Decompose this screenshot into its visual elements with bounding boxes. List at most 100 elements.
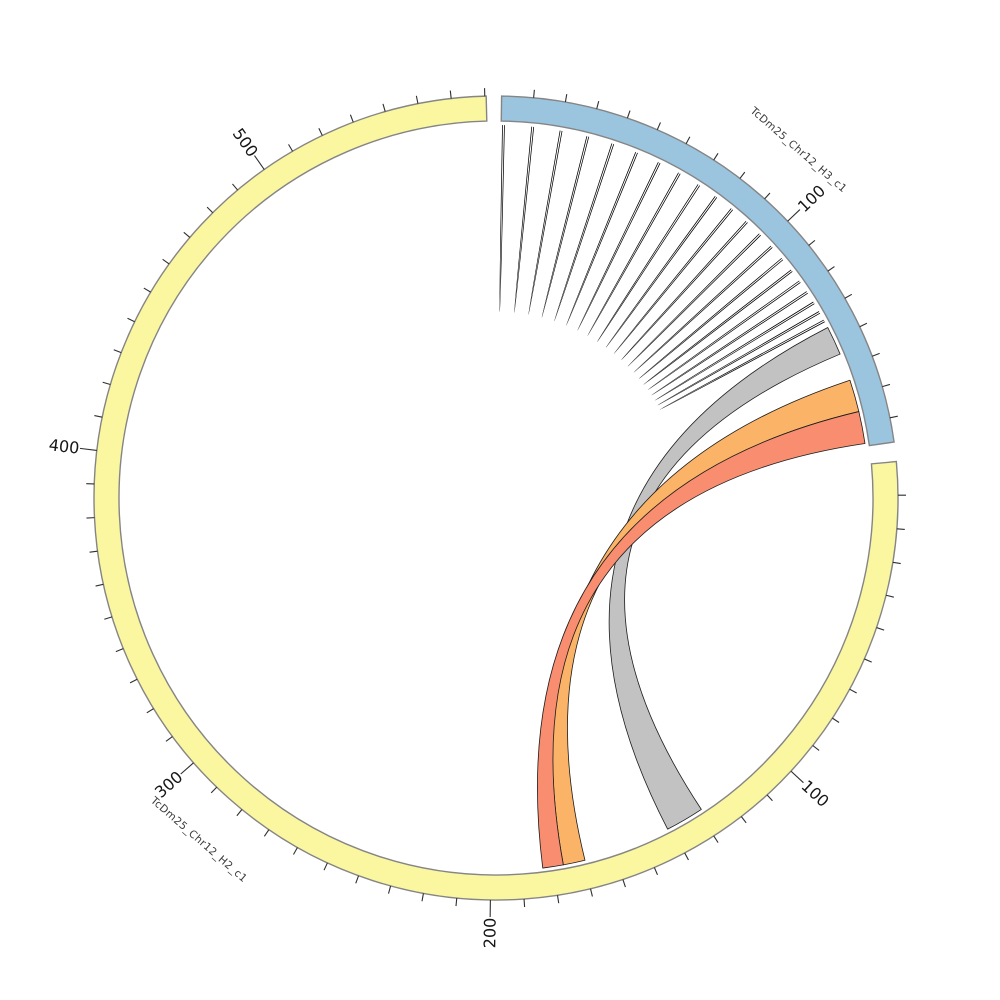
minor-tick-h2-280 — [236, 809, 243, 817]
major-tick-h3-100 — [787, 209, 801, 222]
self-link-line-17 — [651, 291, 808, 396]
minor-tick-h2-190 — [523, 898, 526, 908]
minor-tick-h2-140 — [684, 852, 689, 861]
self-link-line-20 — [660, 319, 825, 410]
minor-tick-h2-130 — [713, 835, 719, 843]
minor-tick-h2-160 — [622, 879, 626, 888]
self-link-line-10 — [613, 208, 734, 354]
minor-tick-h2-220 — [421, 893, 424, 902]
minor-tick-h2-150 — [653, 867, 659, 876]
tick-label-h2-200: 200 — [480, 918, 499, 949]
minor-tick-h2-460 — [162, 258, 170, 265]
minor-tick-h3-110 — [808, 239, 816, 246]
minor-tick-h2-370 — [89, 550, 98, 553]
minor-tick-h2-410 — [94, 415, 103, 418]
minor-tick-h2-540 — [382, 103, 386, 112]
self-link-line-15 — [643, 269, 793, 385]
minor-tick-h2-240 — [355, 875, 360, 884]
self-link-line-14 — [639, 257, 784, 379]
self-link-line-7 — [587, 172, 681, 336]
minor-tick-h2-210 — [455, 898, 458, 907]
minor-tick-h3-30 — [596, 100, 600, 109]
self-link-line-16 — [647, 280, 801, 391]
minor-tick-h2-340 — [115, 648, 124, 653]
self-link-line-8 — [597, 184, 701, 342]
minor-tick-h2-180 — [556, 895, 560, 904]
minor-tick-h2-560 — [449, 90, 452, 99]
minor-tick-h3-120 — [827, 266, 835, 272]
tick-label-h2-500: 500 — [229, 125, 262, 161]
minor-tick-h3-160 — [882, 383, 891, 388]
minor-tick-h3-60 — [685, 136, 691, 145]
self-link-line-6 — [577, 162, 661, 331]
self-link-line-2 — [528, 130, 563, 315]
minor-tick-h2-20 — [896, 528, 905, 531]
minor-tick-h2-320 — [146, 708, 154, 714]
self-link-line-11 — [621, 220, 748, 361]
chromosome-label-h2: TcDm25_Chr12_H2_c1 — [147, 794, 249, 885]
minor-tick-h2-430 — [113, 349, 122, 354]
minor-tick-h3-150 — [871, 352, 880, 357]
major-tick-h2-100 — [790, 770, 804, 784]
minor-tick-h2-420 — [102, 381, 111, 386]
minor-tick-h3-40 — [626, 110, 631, 119]
minor-tick-h2-40 — [885, 594, 894, 598]
minor-tick-h2-360 — [95, 583, 104, 587]
minor-tick-h3-130 — [844, 293, 853, 299]
minor-tick-h2-310 — [165, 736, 173, 742]
self-link-line-9 — [605, 196, 718, 348]
chromosome-band-h2 — [93, 95, 899, 901]
minor-tick-h2-260 — [293, 847, 298, 855]
minor-tick-h2-250 — [323, 862, 328, 871]
minor-tick-h2-30 — [892, 561, 901, 565]
self-link-line-19 — [657, 311, 821, 406]
minor-tick-h3-140 — [859, 322, 868, 328]
minor-tick-h2-330 — [129, 678, 138, 684]
minor-tick-h2-110 — [766, 794, 773, 802]
self-link-line-1 — [513, 126, 535, 313]
chromosome-band-h3 — [500, 95, 895, 447]
minor-tick-h2-440 — [127, 317, 135, 323]
self-link-line-3 — [541, 136, 590, 318]
minor-tick-h2-80 — [832, 717, 840, 723]
major-tick-h2-400 — [79, 447, 97, 451]
self-link-line-18 — [654, 301, 815, 401]
minor-tick-h2-470 — [183, 231, 191, 238]
minor-tick-h2-490 — [232, 183, 239, 191]
self-link-line-4 — [554, 143, 615, 321]
minor-tick-h3-80 — [739, 171, 746, 179]
minor-tick-h2-90 — [812, 745, 820, 751]
ribbon-gray — [608, 327, 841, 830]
self-link-line-12 — [627, 233, 761, 367]
minor-tick-h2-290 — [210, 786, 218, 794]
ribbon-salmon — [537, 411, 866, 869]
minor-tick-h3-90 — [764, 192, 771, 200]
minor-tick-h3-170 — [889, 415, 898, 419]
minor-tick-h3-50 — [656, 122, 661, 130]
minor-tick-h3-10 — [533, 89, 535, 98]
minor-tick-h2-170 — [589, 888, 593, 897]
minor-tick-h2-60 — [864, 658, 872, 663]
major-tick-h2-500 — [254, 155, 265, 170]
minor-tick-h2-350 — [104, 616, 113, 620]
major-tick-h2-300 — [180, 762, 194, 775]
minor-tick-h3-70 — [713, 153, 719, 161]
minor-tick-h2-450 — [143, 287, 151, 293]
minor-tick-h2-520 — [318, 128, 323, 136]
minor-tick-h2-230 — [387, 885, 392, 894]
self-link-line-0 — [499, 125, 505, 312]
minor-tick-h2-530 — [349, 114, 354, 123]
minor-tick-h2-270 — [263, 829, 270, 837]
minor-tick-h3-20 — [564, 94, 568, 103]
minor-tick-h2-480 — [206, 206, 214, 214]
self-link-line-13 — [633, 245, 773, 373]
minor-tick-h2-120 — [740, 816, 747, 824]
minor-tick-h2-510 — [288, 144, 294, 152]
tick-label-h2-400: 400 — [48, 435, 81, 457]
self-link-line-5 — [566, 152, 638, 326]
chromosome-label-h3: TcDm25_Chr12_H3_c1 — [747, 104, 849, 195]
minor-tick-h2-50 — [876, 627, 885, 631]
minor-tick-h2-70 — [849, 688, 857, 694]
